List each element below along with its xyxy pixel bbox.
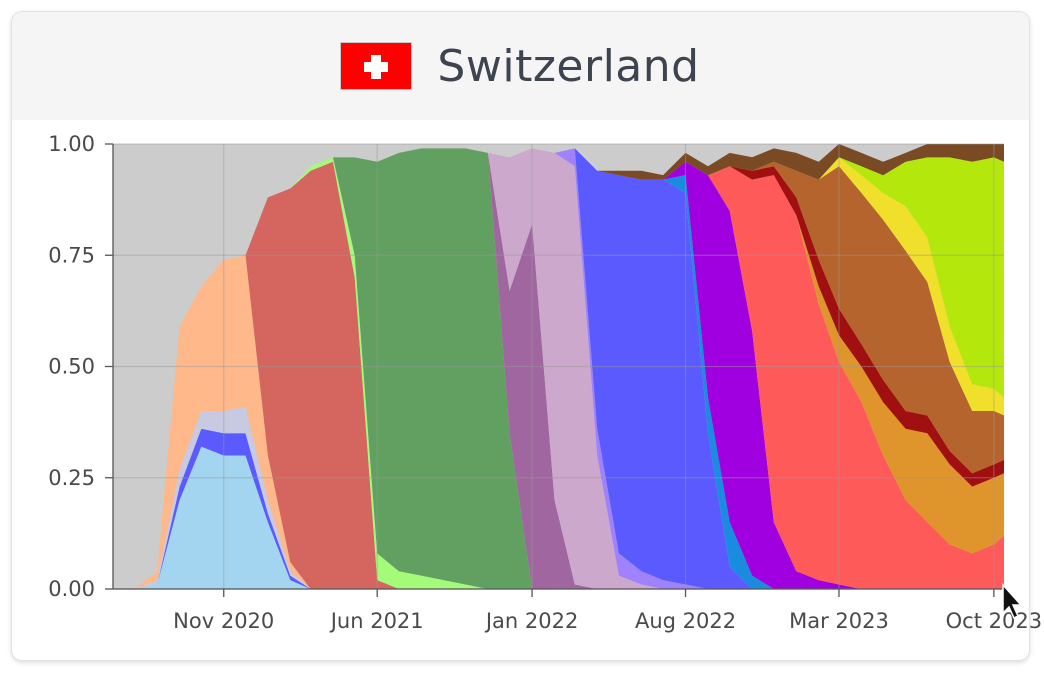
- axes: [105, 143, 1004, 597]
- y-tick-label: 0.75: [48, 243, 95, 267]
- area-series-4: [113, 255, 1004, 590]
- x-tick-label: Jan 2022: [484, 609, 579, 633]
- area-series-19: [113, 148, 1004, 589]
- mouse-cursor-icon: [1002, 583, 1023, 620]
- x-tick-label: Mar 2023: [789, 609, 889, 633]
- x-tick-label: Jun 2021: [329, 609, 424, 633]
- area-series-5: [113, 161, 1004, 590]
- swiss-flag-icon: [341, 43, 412, 89]
- card-header: Switzerland: [12, 12, 1029, 120]
- area-series-3: [113, 406, 1004, 589]
- area-series-group: [113, 144, 1004, 590]
- y-tick-label: 1.00: [48, 132, 95, 156]
- x-tick-label: Oct 2023: [946, 609, 1042, 633]
- x-tick-label: Nov 2020: [173, 609, 274, 633]
- y-tick-label: 0.25: [48, 466, 95, 490]
- grid-lines: [113, 143, 1004, 590]
- area-series-14: [113, 148, 1004, 589]
- y-tick-labels: 1.00 0.75 0.50 0.25 0.00: [48, 132, 95, 601]
- area-series-2: [113, 428, 1004, 589]
- area-series-1: [113, 446, 1004, 589]
- y-tick-label: 0.00: [48, 577, 95, 601]
- x-tick-labels: Nov 2020 Jun 2021 Jan 2022 Aug 2022 Mar 2023…: [173, 609, 1042, 633]
- x-tick-label: Aug 2022: [635, 609, 736, 633]
- y-tick-label: 0.50: [48, 355, 95, 379]
- card-title: Switzerland: [437, 40, 700, 92]
- area-series-9: [113, 148, 1004, 589]
